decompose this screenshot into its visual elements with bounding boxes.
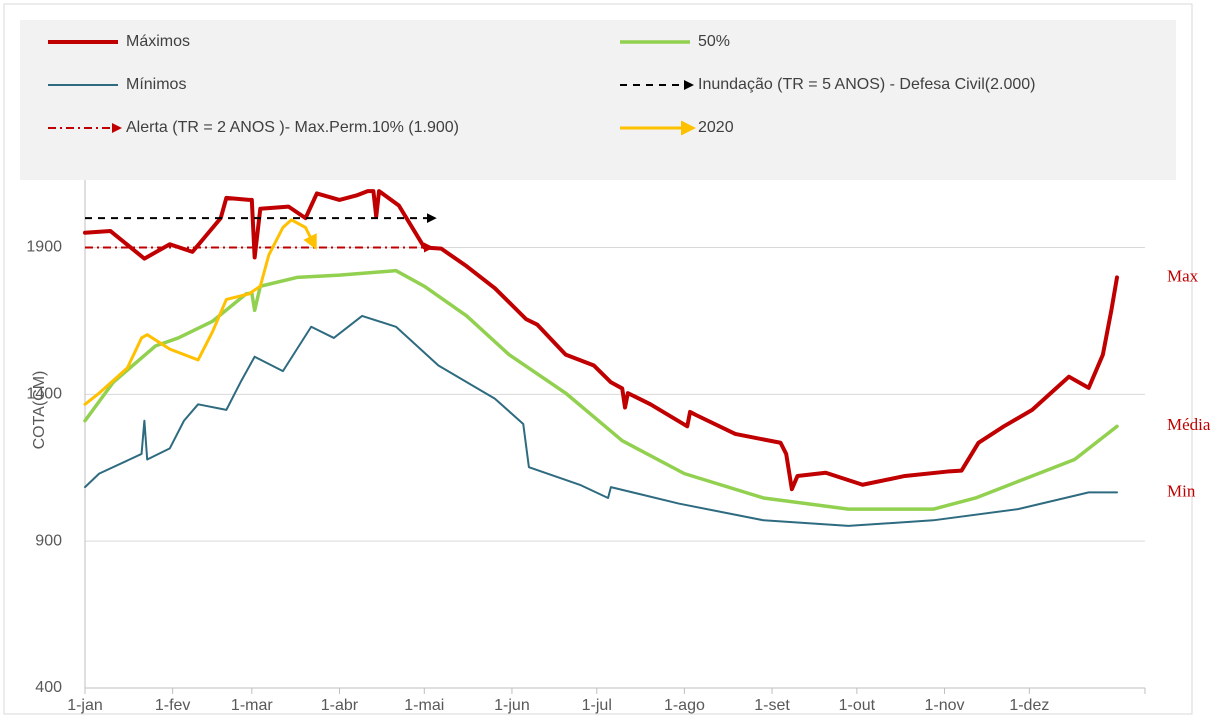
y-tick-label: 1400 <box>26 386 62 403</box>
x-tick-label: 1-fev <box>155 697 191 714</box>
legend: Máximos 50% Mínimos Inundação (TR = 5 ANOS)… <box>48 33 1035 136</box>
x-tick-label: 1-jun <box>494 697 530 714</box>
x-tick-label: 1-dez <box>1009 697 1049 714</box>
plot <box>83 189 1119 527</box>
y-tick-label: 400 <box>35 679 62 696</box>
end-label: Min <box>1167 481 1196 500</box>
x-tick-label: 1-nov <box>925 697 965 714</box>
x-tick-label: 1-set <box>754 697 790 714</box>
series-line <box>83 189 1119 492</box>
series-line <box>83 268 1119 511</box>
grid: 400 900 1400 1900 1-jan 1-fev 1-mar 1-abr 1-mai 1… <box>26 130 1146 714</box>
legend-box <box>20 20 1176 180</box>
legend-label: 2020 <box>698 119 734 136</box>
x-tick-label: 1-jul <box>582 697 612 714</box>
series-line <box>84 314 1118 527</box>
x-tick-label: 1-abr <box>321 697 359 714</box>
legend-label: Máximos <box>126 33 190 50</box>
y-axis-label: COTA(CM) <box>31 371 48 450</box>
x-tick-label: 1-out <box>839 697 876 714</box>
series-line <box>83 218 317 406</box>
legend-label: Inundação (TR = 5 ANOS) - Defesa Civil(2… <box>698 76 1035 93</box>
legend-label: Alerta (TR = 2 ANOS )- Max.Perm.10% (1.9… <box>126 119 459 136</box>
x-tick-label: 1-jan <box>67 697 103 714</box>
legend-label: 50% <box>698 33 730 50</box>
x-tick-label: 1-mai <box>404 697 444 714</box>
y-tick-label: 1900 <box>26 239 62 256</box>
end-label: Max <box>1167 266 1199 285</box>
legend-label: Mínimos <box>126 76 186 93</box>
y-tick-label: 900 <box>35 532 62 549</box>
end-label: Média <box>1167 415 1211 434</box>
x-tick-label: 1-ago <box>664 697 705 714</box>
x-tick-label: 1-mar <box>231 697 273 714</box>
